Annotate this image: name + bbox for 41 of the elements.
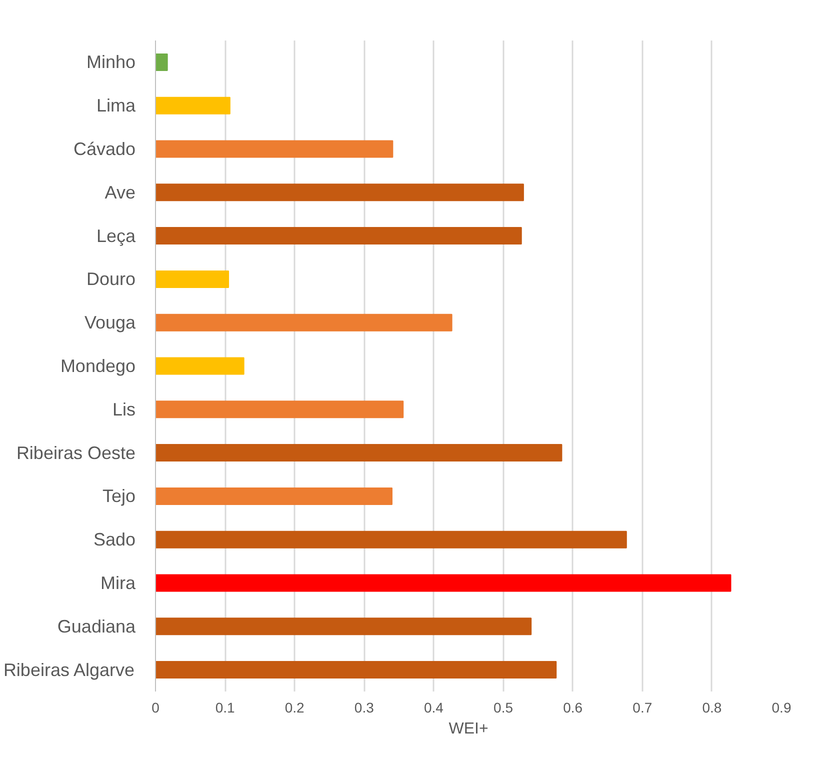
x-tick-label: 0.4 — [424, 700, 444, 716]
bar — [156, 618, 532, 636]
y-tick-label: Cávado — [73, 139, 136, 159]
bar — [156, 270, 230, 288]
y-tick-label: Vouga — [84, 312, 136, 333]
y-tick-label: Lis — [112, 399, 136, 420]
bar — [156, 184, 524, 202]
x-tick-label: 0.2 — [284, 700, 305, 716]
y-tick-label: Sado — [93, 530, 136, 550]
y-tick-label: Douro — [86, 269, 136, 290]
bar — [156, 530, 627, 548]
y-tick-label: Leça — [96, 226, 136, 246]
bar — [156, 53, 168, 71]
bar — [156, 400, 404, 418]
x-tick-label: 0.1 — [215, 700, 235, 716]
x-tick-label: 0.3 — [354, 700, 374, 716]
bar — [156, 574, 732, 592]
y-tick-label: Ave — [104, 182, 136, 202]
x-tick-label: 0.7 — [632, 700, 652, 716]
y-tick-label: Mondego — [60, 356, 136, 376]
bar — [156, 357, 244, 375]
x-tick-label: 0 — [152, 700, 160, 716]
x-tick-label: 0.9 — [772, 700, 792, 716]
bar — [156, 661, 557, 679]
bar — [156, 227, 522, 245]
x-axis-title: WEI+ — [448, 720, 488, 738]
bar — [156, 314, 452, 332]
bar — [156, 96, 230, 114]
y-tick-label: Tejo — [102, 486, 136, 506]
y-tick-label: Guadiana — [57, 616, 136, 636]
y-tick-label: Minho — [86, 52, 136, 72]
bar — [156, 140, 394, 158]
y-tick-label: Lima — [96, 96, 136, 116]
bar — [156, 444, 562, 462]
y-tick-label: Mira — [100, 573, 136, 593]
x-tick-label: 0.8 — [702, 700, 722, 716]
x-tick-label: 0.6 — [563, 700, 583, 716]
x-tick-label: 0.5 — [494, 700, 514, 716]
y-tick-label: Ribeiras Algarve — [3, 660, 135, 680]
y-tick-label: Ribeiras Oeste — [16, 442, 136, 463]
bar — [156, 487, 392, 505]
